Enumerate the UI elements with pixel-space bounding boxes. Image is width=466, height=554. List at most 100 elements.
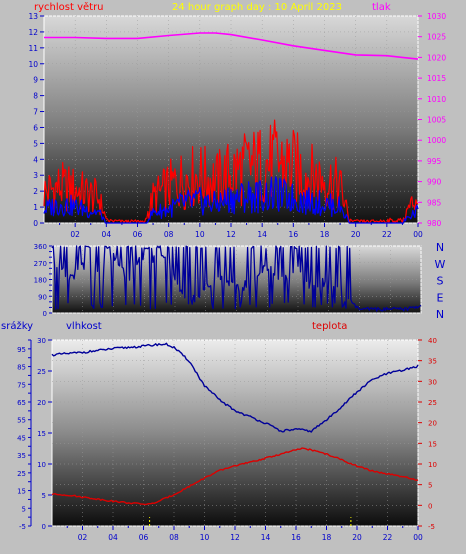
temp-x-tick-label: 14 xyxy=(261,533,271,542)
humidity-y-tick-label: 20 xyxy=(37,399,46,407)
temperature-label: teplota xyxy=(312,321,347,332)
pressure-y-tick-label: 1010 xyxy=(427,95,446,104)
direction-y-tick-label: 360 xyxy=(34,243,47,251)
humidity-y-tick-label: 15 xyxy=(37,430,46,438)
humidity-temperature-panel: -5 5 15 25 35 45 55 65 75 85 95 0 5 10 15 20 25 30 -5 0 5 10 1… xyxy=(1,320,437,542)
pressure-y-tick-label: 1005 xyxy=(427,116,446,125)
wind-y-tick-label: 13 xyxy=(28,12,38,21)
pressure-y-tick-label: 1030 xyxy=(427,12,446,21)
pressure-y-tick-label: 1000 xyxy=(427,136,446,145)
wind-x-tick-label: 06 xyxy=(133,230,143,239)
temperature-y-tick-label: 40 xyxy=(428,337,437,345)
wind-axes: 0123456789101112139809859909951000100510… xyxy=(28,12,446,239)
humidity-y-tick-label: 10 xyxy=(37,461,46,469)
compass-label-s: S xyxy=(437,275,444,288)
wind-x-tick-label: 10 xyxy=(195,230,205,239)
temperature-y-tick-label: 25 xyxy=(428,399,437,407)
temperature-y-tick-label: 10 xyxy=(428,461,437,469)
rain-y-tick-label: 15 xyxy=(17,488,26,496)
temp-axes: -5 5 15 25 35 45 55 65 75 85 95 0 5 10 15 20 25 30 -5 0 5 10 1… xyxy=(17,337,437,542)
wind-x-tick-label: 00 xyxy=(413,230,423,239)
temperature-y-tick-label: -5 xyxy=(428,523,435,531)
temperature-y-tick-label: 0 xyxy=(428,502,432,510)
wind-y-tick-label: 12 xyxy=(28,28,38,37)
temp-x-tick-label: 04 xyxy=(108,533,118,542)
wind-y-tick-label: 8 xyxy=(33,92,38,101)
pressure-y-tick-label: 1020 xyxy=(427,53,446,62)
pressure-line xyxy=(44,32,419,60)
direction-y-tick-label: 90 xyxy=(38,293,47,301)
temperature-y-tick-label: 5 xyxy=(428,482,432,490)
temp-x-tick-label: 22 xyxy=(383,533,393,542)
rain-y-tick-label: 85 xyxy=(17,364,26,372)
wind-y-tick-label: 6 xyxy=(33,123,38,132)
rain-y-tick-label: 5 xyxy=(22,505,26,513)
wind-y-tick-label: 4 xyxy=(33,155,38,164)
rain-y-tick-label: 55 xyxy=(17,417,26,425)
compass-label-n: N xyxy=(436,308,444,321)
compass-label-e: E xyxy=(437,291,444,304)
wind-y-tick-label: 3 xyxy=(33,171,38,180)
chart-title: 24 hour graph day : 10 April 2023 xyxy=(172,2,342,13)
humidity-y-tick-label: 5 xyxy=(42,492,46,500)
wind-x-tick-label: 14 xyxy=(257,230,267,239)
temp-x-tick-label: 10 xyxy=(200,533,210,542)
wind-direction-line xyxy=(51,245,422,312)
direction-y-tick-label: 180 xyxy=(34,277,47,285)
temperature-line xyxy=(51,447,419,506)
humidity-label: vlhkost xyxy=(66,321,102,332)
temp-x-tick-label: 12 xyxy=(230,533,240,542)
rain-y-tick-label: 75 xyxy=(17,381,26,389)
temp-x-tick-label: 08 xyxy=(169,533,179,542)
wind-y-tick-label: 5 xyxy=(33,139,38,148)
wind-x-tick-label: 08 xyxy=(164,230,174,239)
wind-y-tick-label: 10 xyxy=(28,60,38,69)
wind-y-tick-label: 1 xyxy=(33,203,38,212)
pressure-y-tick-label: 1015 xyxy=(427,74,446,83)
humidity-y-tick-label: 25 xyxy=(37,368,46,376)
wind-x-tick-label: 18 xyxy=(320,230,330,239)
wind-y-tick-label: 11 xyxy=(28,44,38,53)
wind-y-tick-label: 9 xyxy=(33,76,38,85)
wind-y-tick-label: 7 xyxy=(33,108,38,117)
pressure-label: tlak xyxy=(372,2,391,13)
wind-x-tick-label: 12 xyxy=(226,230,236,239)
temp-x-tick-label: 16 xyxy=(291,533,301,542)
pressure-y-tick-label: 1025 xyxy=(427,33,446,42)
humidity-y-tick-label: 30 xyxy=(37,337,46,345)
wind-pressure-panel: 0123456789101112139809859909951000100510… xyxy=(28,1,446,239)
pressure-y-tick-label: 985 xyxy=(427,198,442,207)
rain-y-tick-label: -5 xyxy=(19,523,26,531)
wind-x-tick-label: 20 xyxy=(351,230,361,239)
temperature-y-tick-label: 35 xyxy=(428,358,437,366)
temp-x-tick-label: 18 xyxy=(322,533,332,542)
compass-label-n: N xyxy=(436,241,444,254)
wind-y-tick-label: 0 xyxy=(33,219,38,228)
wind-x-tick-label: 04 xyxy=(102,230,112,239)
rain-y-tick-label: 45 xyxy=(17,434,26,442)
humidity-line xyxy=(51,342,419,433)
pressure-y-tick-label: 995 xyxy=(427,157,442,166)
wind-y-tick-label: 2 xyxy=(33,187,38,196)
wind-x-tick-label: 16 xyxy=(289,230,299,239)
direction-series-group xyxy=(51,245,422,312)
temp-x-tick-label: 06 xyxy=(139,533,149,542)
wind-speed-label: rychlost větru xyxy=(34,1,104,13)
temp-x-tick-label: 00 xyxy=(413,533,423,542)
compass-label-w: W xyxy=(435,258,446,271)
direction-axes: 0 90 180 270 360 xyxy=(34,243,52,318)
wind-x-tick-label: 22 xyxy=(382,230,392,239)
rain-y-tick-label: 25 xyxy=(17,470,26,478)
direction-y-tick-label: 0 xyxy=(43,310,47,318)
direction-y-tick-label: 270 xyxy=(34,260,47,268)
temp-x-tick-label: 20 xyxy=(352,533,362,542)
temperature-y-tick-label: 20 xyxy=(428,420,437,428)
temp-x-tick-label: 02 xyxy=(78,533,88,542)
rain-y-tick-label: 35 xyxy=(17,452,26,460)
rain-y-tick-label: 95 xyxy=(17,346,26,354)
pressure-y-tick-label: 980 xyxy=(427,219,442,228)
